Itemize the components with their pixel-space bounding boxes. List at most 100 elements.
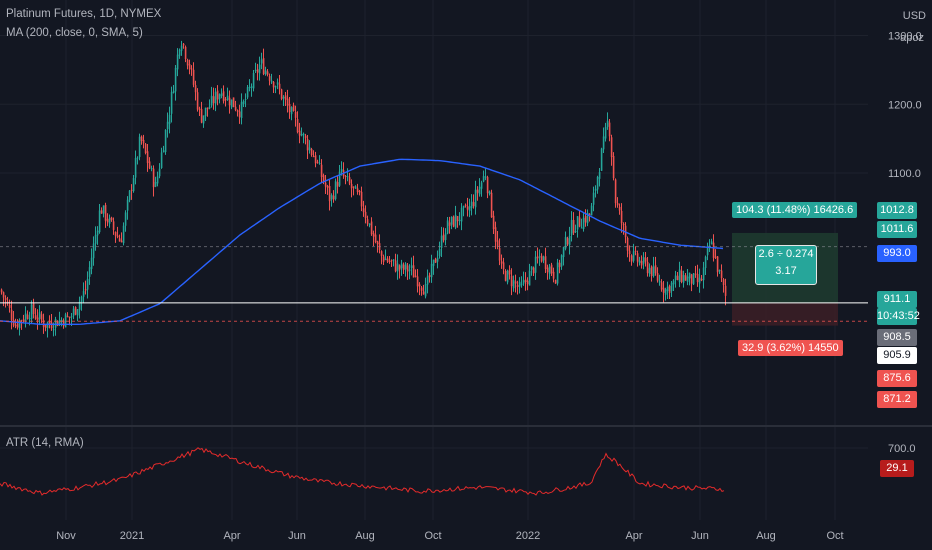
candle-body bbox=[284, 95, 287, 100]
candle-body bbox=[638, 260, 641, 264]
candle-body bbox=[248, 86, 251, 89]
candle-body bbox=[476, 189, 479, 193]
candle-body bbox=[584, 216, 587, 223]
symbol-legend[interactable]: Platinum Futures, 1D, NYMEX bbox=[6, 8, 162, 20]
candle-body bbox=[474, 189, 477, 208]
candle-body bbox=[512, 280, 515, 289]
candle-body bbox=[114, 231, 117, 236]
candle-body bbox=[78, 301, 81, 310]
candle-body bbox=[112, 221, 115, 230]
candle-body bbox=[150, 168, 153, 170]
candle-body bbox=[238, 111, 241, 118]
candle-body bbox=[362, 208, 365, 213]
candle-body bbox=[270, 80, 273, 83]
candle-body bbox=[666, 286, 669, 292]
candle-body bbox=[398, 265, 401, 270]
axis-tag-text: 871.2 bbox=[883, 393, 911, 405]
candle-body bbox=[356, 188, 359, 192]
candle-body bbox=[698, 277, 701, 284]
stop-tag[interactable]: 32.9 (3.62%) 14550 bbox=[738, 340, 843, 356]
candle-body bbox=[724, 285, 727, 296]
candle-body bbox=[322, 175, 325, 183]
risk-reward-box[interactable]: 2.6 ÷ 0.274 3.17 bbox=[755, 245, 817, 285]
candle-body bbox=[538, 256, 541, 258]
x-tick-label: Nov bbox=[56, 530, 76, 542]
candle-body bbox=[668, 285, 671, 293]
candle-body bbox=[258, 64, 261, 74]
candle-body bbox=[202, 115, 205, 124]
candle-body bbox=[148, 161, 151, 169]
candle-body bbox=[536, 256, 539, 259]
candle-body bbox=[422, 291, 425, 295]
target-tag[interactable]: 104.3 (11.48%) 16426.6 bbox=[732, 202, 858, 218]
candle-body bbox=[430, 263, 433, 278]
candle-body bbox=[710, 241, 713, 245]
candle-body bbox=[544, 256, 547, 269]
candle-body bbox=[654, 265, 657, 274]
candle-body bbox=[438, 248, 441, 257]
candle-body bbox=[600, 148, 603, 171]
candle-body bbox=[320, 164, 323, 177]
candle-body bbox=[376, 241, 379, 245]
candle-body bbox=[592, 192, 595, 205]
candle-body bbox=[480, 182, 483, 189]
candle-body bbox=[218, 94, 221, 100]
candle-body bbox=[252, 73, 255, 89]
candle-body bbox=[410, 265, 413, 268]
candle-body bbox=[4, 297, 7, 300]
candle-body bbox=[182, 43, 185, 46]
candle-body bbox=[566, 238, 569, 245]
candle-body bbox=[280, 89, 283, 99]
candle-body bbox=[194, 85, 197, 93]
candle-body bbox=[180, 45, 183, 51]
candle-body bbox=[70, 316, 73, 318]
candle-body bbox=[170, 92, 173, 114]
axis-tag-ma: 993.0 bbox=[877, 245, 917, 262]
candle-body bbox=[82, 291, 85, 297]
candle-body bbox=[360, 191, 363, 207]
candle-body bbox=[88, 267, 91, 277]
candle-body bbox=[156, 176, 159, 184]
candle-body bbox=[24, 313, 27, 322]
candle-body bbox=[676, 275, 679, 281]
candle-body bbox=[394, 260, 397, 272]
candle-body bbox=[12, 320, 15, 326]
candle-body bbox=[526, 280, 529, 285]
candle-body bbox=[556, 262, 559, 284]
candle-body bbox=[314, 155, 317, 164]
candle-body bbox=[276, 82, 279, 85]
candle-body bbox=[692, 273, 695, 285]
atr-line bbox=[0, 447, 725, 496]
candle-body bbox=[632, 251, 635, 261]
candle-body bbox=[186, 59, 189, 66]
candle-body bbox=[432, 259, 435, 266]
candle-body bbox=[596, 176, 599, 190]
candle-body bbox=[470, 201, 473, 208]
ma-legend[interactable]: MA (200, close, 0, SMA, 5) bbox=[6, 27, 143, 39]
candle-body bbox=[550, 264, 553, 274]
candle-body bbox=[408, 269, 411, 271]
candle-body bbox=[184, 46, 187, 60]
candle-body bbox=[388, 260, 391, 263]
candle-body bbox=[420, 287, 423, 291]
candle-body bbox=[572, 220, 575, 234]
scale-mode-label[interactable]: apoz bbox=[900, 32, 924, 44]
candle-body bbox=[674, 275, 677, 280]
candle-body bbox=[206, 107, 209, 110]
candle-body bbox=[520, 283, 523, 285]
axis-tag-atr: 29.1 bbox=[880, 460, 914, 477]
candle-body bbox=[612, 156, 615, 179]
candle-body bbox=[16, 323, 19, 328]
candle-body bbox=[490, 192, 493, 218]
candle-body bbox=[406, 265, 409, 272]
candle-body bbox=[104, 204, 107, 221]
atr-legend[interactable]: ATR (14, RMA) bbox=[6, 437, 84, 449]
candle-body bbox=[100, 210, 103, 214]
candle-body bbox=[328, 185, 331, 202]
candle-body bbox=[594, 188, 597, 191]
candle-body bbox=[232, 97, 235, 108]
candle-body bbox=[508, 270, 511, 275]
candle-body bbox=[260, 59, 263, 64]
candle-body bbox=[610, 137, 613, 157]
candle-body bbox=[486, 177, 489, 194]
